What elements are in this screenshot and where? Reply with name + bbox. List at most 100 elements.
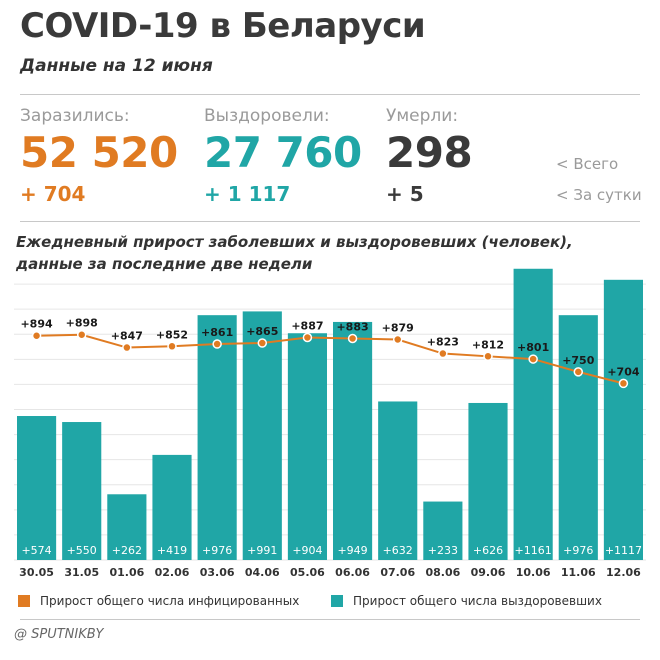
stats-divider bbox=[20, 221, 640, 222]
bar-value-label: +233 bbox=[428, 544, 458, 557]
x-tick-label: 30.05 bbox=[19, 566, 54, 579]
source-credit: @ SPUTNIKBY bbox=[14, 627, 104, 642]
line-point bbox=[167, 341, 177, 352]
bar-10.06 bbox=[513, 268, 553, 560]
line-point bbox=[76, 329, 87, 340]
line-value-label: +887 bbox=[291, 319, 323, 332]
line-value-label: +898 bbox=[66, 317, 98, 330]
deaths-total: 298 bbox=[386, 128, 473, 177]
bar-12.06 bbox=[603, 279, 643, 560]
line-point bbox=[347, 333, 358, 344]
bar-04.06 bbox=[242, 311, 282, 560]
point-layer bbox=[31, 329, 629, 389]
date-subtitle: Данные на 12 июня bbox=[20, 56, 213, 76]
line-point bbox=[618, 378, 629, 389]
line-value-label: +847 bbox=[111, 330, 143, 343]
recovered-total: 27 760 bbox=[204, 128, 362, 177]
recovered-delta: + 1 117 bbox=[204, 182, 291, 206]
line-point bbox=[573, 367, 584, 377]
line-point bbox=[31, 330, 42, 341]
bar-value-label: +949 bbox=[337, 544, 367, 557]
bar-value-label: +976 bbox=[563, 544, 593, 557]
bar-06.06 bbox=[333, 321, 373, 560]
bar-09.06 bbox=[468, 402, 508, 560]
chart-area: +574 30.05 +550 31.05 +262 01.06 +419 02.06 +976… bbox=[14, 268, 646, 579]
x-tick-label: 08.06 bbox=[425, 566, 460, 579]
line-value-label: +865 bbox=[246, 325, 278, 338]
x-tick-label: 12.06 bbox=[606, 566, 641, 579]
infected-trend-line bbox=[36, 333, 624, 385]
x-tick-label: 11.06 bbox=[561, 566, 596, 579]
line-point bbox=[302, 332, 313, 343]
bar-02.06 bbox=[152, 454, 192, 560]
bar-11.06 bbox=[558, 315, 598, 560]
x-tick-label: 04.06 bbox=[245, 566, 280, 579]
line-point bbox=[122, 342, 132, 353]
bar-value-label: +991 bbox=[247, 544, 277, 557]
bar-value-label: +574 bbox=[21, 544, 51, 557]
line-value-label: +879 bbox=[382, 322, 414, 335]
line-value-label: +704 bbox=[607, 365, 640, 378]
legend-infected-swatch bbox=[18, 595, 30, 607]
deaths-delta: + 5 bbox=[386, 182, 424, 206]
line-point bbox=[257, 338, 268, 348]
line-value-label: +894 bbox=[20, 318, 53, 331]
line-point bbox=[528, 354, 538, 364]
legend-infected-label: Прирост общего числа инфицированных bbox=[40, 594, 300, 608]
bar-01.06 bbox=[107, 494, 147, 560]
x-tick-label: 01.06 bbox=[109, 566, 144, 579]
infected-label: Заразились: bbox=[20, 106, 130, 126]
bar-31.05 bbox=[62, 422, 102, 560]
total-note: < Всего bbox=[556, 155, 619, 173]
bar-layer bbox=[17, 268, 643, 560]
bar-07.06 bbox=[378, 401, 418, 560]
infected-total: 52 520 bbox=[20, 128, 178, 177]
bar-05.06 bbox=[287, 333, 327, 560]
x-tick-label: 09.06 bbox=[471, 566, 506, 579]
line-layer bbox=[36, 333, 624, 385]
line-value-label: +823 bbox=[427, 336, 459, 349]
line-value-label: +812 bbox=[472, 338, 504, 351]
legend-recovered-label: Прирост общего числа выздоровевших bbox=[353, 594, 602, 608]
bar-value-label: +976 bbox=[202, 544, 232, 557]
x-tick-label: 06.06 bbox=[335, 566, 370, 579]
bar-value-label: +1117 bbox=[605, 544, 642, 557]
deaths-label: Умерли: bbox=[386, 106, 459, 126]
line-value-label: +852 bbox=[156, 328, 188, 341]
chart-title: Ежедневный прирост заболевших и выздоров… bbox=[16, 233, 573, 273]
line-point bbox=[212, 339, 222, 349]
infected-delta: + 704 bbox=[20, 182, 86, 206]
line-point bbox=[483, 351, 493, 362]
x-tick-label: 02.06 bbox=[155, 566, 190, 579]
legend-infected: Прирост общего числа инфицированных bbox=[18, 594, 299, 608]
bar-value-label: +419 bbox=[157, 544, 187, 557]
line-point bbox=[438, 348, 448, 359]
bar-value-label: +904 bbox=[292, 544, 322, 557]
recovered-label: Выздоровели: bbox=[204, 106, 330, 126]
line-point bbox=[392, 334, 403, 345]
page-title: COVID-19 в Беларуси bbox=[20, 6, 426, 46]
bar-30.05 bbox=[17, 416, 57, 560]
line-value-label: +883 bbox=[336, 321, 368, 334]
x-tick-label: 07.06 bbox=[380, 566, 415, 579]
label-layer: +574 30.05 +550 31.05 +262 01.06 +419 02.06 +976… bbox=[19, 317, 642, 579]
bar-value-label: +632 bbox=[383, 544, 413, 557]
top-divider bbox=[20, 94, 640, 95]
x-tick-label: 05.06 bbox=[290, 566, 325, 579]
bar-value-label: +1161 bbox=[515, 544, 552, 557]
daily-note: < За сутки bbox=[556, 186, 642, 204]
bar-08.06 bbox=[423, 501, 463, 560]
x-tick-label: 10.06 bbox=[516, 566, 551, 579]
bar-value-label: +550 bbox=[67, 544, 97, 557]
legend-recovered: Прирост общего числа выздоровевших bbox=[331, 594, 602, 608]
bar-03.06 bbox=[197, 315, 237, 560]
bar-value-label: +262 bbox=[112, 544, 142, 557]
legend-recovered-swatch bbox=[331, 595, 343, 607]
line-value-label: +801 bbox=[517, 341, 549, 354]
bottom-divider bbox=[20, 619, 640, 620]
bar-value-label: +626 bbox=[473, 544, 503, 557]
x-tick-label: 31.05 bbox=[64, 566, 99, 579]
line-value-label: +861 bbox=[201, 326, 233, 339]
x-tick-label: 03.06 bbox=[200, 566, 235, 579]
line-value-label: +750 bbox=[562, 354, 595, 367]
